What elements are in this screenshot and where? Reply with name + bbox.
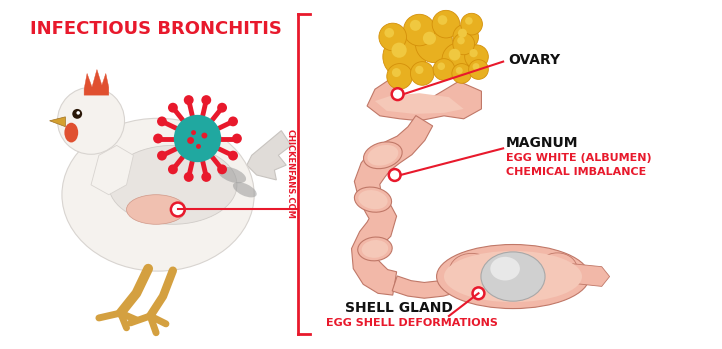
Text: INFECTIOUS BRONCHITIS: INFECTIOUS BRONCHITIS [30, 20, 282, 38]
Circle shape [392, 88, 404, 100]
Circle shape [452, 64, 471, 83]
Circle shape [404, 14, 435, 46]
Polygon shape [367, 79, 482, 121]
Text: EGG WHITE (ALBUMEN): EGG WHITE (ALBUMEN) [506, 153, 652, 163]
Circle shape [184, 172, 193, 182]
Circle shape [196, 144, 201, 149]
Polygon shape [392, 276, 461, 298]
Circle shape [157, 151, 167, 161]
Polygon shape [84, 69, 109, 95]
Circle shape [415, 25, 453, 62]
Circle shape [201, 172, 212, 182]
Ellipse shape [449, 253, 494, 288]
Ellipse shape [362, 240, 388, 258]
Circle shape [465, 17, 473, 25]
Circle shape [415, 66, 424, 74]
Ellipse shape [64, 123, 78, 142]
Circle shape [461, 13, 482, 35]
Polygon shape [375, 93, 464, 114]
Circle shape [191, 130, 196, 135]
Ellipse shape [490, 257, 520, 281]
Circle shape [171, 203, 185, 216]
Ellipse shape [437, 245, 589, 309]
Text: OVARY: OVARY [508, 53, 560, 67]
Circle shape [168, 103, 178, 113]
Circle shape [438, 15, 448, 25]
Circle shape [228, 117, 238, 126]
Circle shape [217, 164, 227, 174]
Text: EGG SHELL DEFORMATIONS: EGG SHELL DEFORMATIONS [326, 318, 497, 328]
Circle shape [379, 23, 406, 51]
Ellipse shape [355, 187, 391, 212]
Ellipse shape [444, 251, 582, 302]
Circle shape [453, 33, 474, 55]
Polygon shape [247, 131, 291, 180]
Circle shape [432, 10, 460, 38]
Circle shape [77, 111, 80, 115]
Text: CHICKENFANS.COM: CHICKENFANS.COM [286, 129, 295, 219]
Circle shape [448, 49, 461, 60]
Circle shape [456, 67, 463, 74]
Circle shape [465, 45, 488, 68]
Circle shape [410, 62, 434, 85]
Circle shape [383, 35, 426, 79]
Circle shape [217, 103, 227, 113]
Ellipse shape [358, 190, 388, 209]
Circle shape [410, 20, 421, 31]
Circle shape [458, 29, 467, 38]
Circle shape [392, 68, 401, 77]
Circle shape [157, 117, 167, 126]
Circle shape [457, 37, 465, 44]
Circle shape [469, 49, 478, 57]
Ellipse shape [481, 252, 545, 301]
Circle shape [153, 134, 163, 143]
Polygon shape [91, 146, 134, 195]
Circle shape [433, 59, 455, 80]
Circle shape [453, 24, 479, 50]
Ellipse shape [218, 167, 246, 183]
Circle shape [391, 43, 406, 58]
Circle shape [201, 133, 207, 139]
Circle shape [388, 169, 401, 181]
Circle shape [72, 109, 82, 119]
Text: CHEMICAL IMBALANCE: CHEMICAL IMBALANCE [506, 167, 646, 177]
Circle shape [423, 32, 436, 45]
Ellipse shape [367, 145, 399, 166]
Circle shape [187, 137, 194, 144]
Circle shape [184, 95, 193, 105]
Polygon shape [50, 117, 66, 127]
Circle shape [387, 64, 412, 89]
Ellipse shape [62, 118, 254, 271]
Circle shape [442, 43, 476, 76]
Circle shape [473, 63, 479, 70]
Circle shape [438, 62, 445, 70]
Circle shape [473, 287, 484, 299]
Circle shape [174, 115, 221, 162]
Polygon shape [352, 116, 432, 295]
Circle shape [384, 28, 394, 38]
Text: MAGNUM: MAGNUM [506, 136, 578, 150]
Text: SHELL GLAND: SHELL GLAND [345, 301, 453, 315]
Ellipse shape [538, 253, 577, 284]
Ellipse shape [126, 195, 186, 224]
Circle shape [469, 60, 488, 79]
Ellipse shape [233, 182, 257, 198]
Circle shape [228, 151, 238, 161]
Circle shape [201, 95, 212, 105]
Circle shape [232, 134, 242, 143]
Ellipse shape [363, 142, 402, 169]
Ellipse shape [109, 146, 237, 224]
Circle shape [58, 87, 124, 154]
Polygon shape [560, 264, 609, 287]
Ellipse shape [357, 237, 392, 261]
Circle shape [168, 164, 178, 174]
